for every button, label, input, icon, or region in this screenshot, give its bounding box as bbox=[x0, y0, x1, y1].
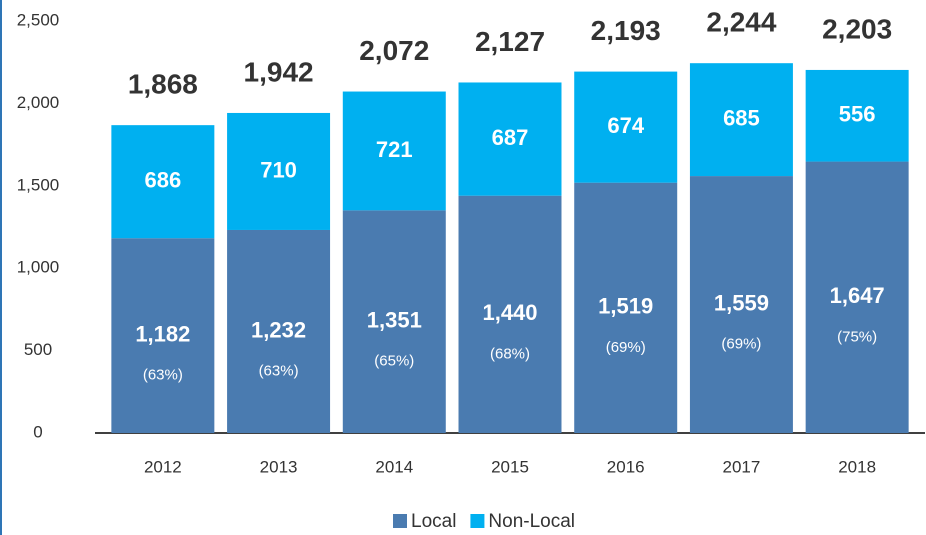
bar-segment bbox=[342, 91, 446, 211]
segment-label: 710 bbox=[260, 157, 297, 182]
segment-label: 674 bbox=[607, 113, 644, 138]
x-tick-label: 2015 bbox=[491, 457, 529, 476]
bar-segment bbox=[227, 229, 331, 433]
bar-segment bbox=[458, 195, 562, 433]
total-label: 1,868 bbox=[128, 69, 198, 100]
bar-segment bbox=[689, 63, 793, 177]
segment-label: 1,647 bbox=[830, 283, 885, 308]
segment-label: 556 bbox=[839, 102, 876, 127]
bar-segment bbox=[111, 238, 215, 433]
total-label: 2,203 bbox=[822, 13, 892, 44]
x-tick-label: 2013 bbox=[260, 457, 298, 476]
y-tick-label: 2,000 bbox=[17, 93, 60, 112]
total-label: 1,942 bbox=[244, 56, 314, 87]
segment-label: 1,182 bbox=[135, 321, 190, 346]
share-label: (63%) bbox=[143, 367, 183, 384]
total-label: 2,244 bbox=[706, 7, 776, 38]
y-tick-label: 500 bbox=[24, 340, 52, 359]
segment-label: 686 bbox=[144, 167, 181, 192]
segment-label: 687 bbox=[492, 125, 529, 150]
share-label: (75%) bbox=[837, 328, 877, 345]
y-tick-label: 1,500 bbox=[17, 175, 60, 194]
bar-segment bbox=[689, 176, 793, 434]
x-tick-label: 2012 bbox=[144, 457, 182, 476]
y-tick-label: 2,500 bbox=[17, 10, 60, 29]
share-label: (65%) bbox=[374, 353, 414, 370]
bar-segment bbox=[805, 161, 909, 433]
bar-segment bbox=[574, 71, 678, 183]
share-label: (68%) bbox=[490, 345, 530, 362]
legend-label: Non-Local bbox=[488, 511, 575, 532]
bar-segment bbox=[111, 125, 215, 239]
segment-label: 1,232 bbox=[251, 317, 306, 342]
share-label: (69%) bbox=[606, 339, 646, 356]
x-tick-label: 2017 bbox=[723, 457, 761, 476]
bar-segment bbox=[805, 69, 909, 162]
total-label: 2,127 bbox=[475, 26, 545, 57]
y-tick-label: 0 bbox=[33, 422, 42, 441]
share-label: (63%) bbox=[259, 362, 299, 379]
segment-label: 1,559 bbox=[714, 290, 769, 315]
x-tick-label: 2018 bbox=[838, 457, 876, 476]
x-tick-label: 2014 bbox=[375, 457, 413, 476]
segment-label: 1,519 bbox=[598, 294, 653, 319]
bar-segment bbox=[574, 182, 678, 433]
total-label: 2,072 bbox=[359, 35, 429, 66]
y-tick-label: 1,000 bbox=[17, 258, 60, 277]
segment-label: 685 bbox=[723, 105, 760, 130]
total-label: 2,193 bbox=[591, 15, 661, 46]
segment-label: 721 bbox=[376, 137, 413, 162]
legend-label: Local bbox=[411, 511, 456, 532]
legend-swatch bbox=[470, 514, 485, 528]
legend-swatch bbox=[393, 514, 407, 528]
segment-label: 1,440 bbox=[482, 300, 537, 325]
x-tick-label: 2016 bbox=[607, 457, 645, 476]
segment-label: 1,351 bbox=[367, 307, 422, 332]
bar-segment bbox=[342, 210, 446, 433]
share-label: (69%) bbox=[721, 336, 761, 353]
bar-segment bbox=[458, 82, 562, 196]
bar-segment bbox=[227, 112, 331, 230]
